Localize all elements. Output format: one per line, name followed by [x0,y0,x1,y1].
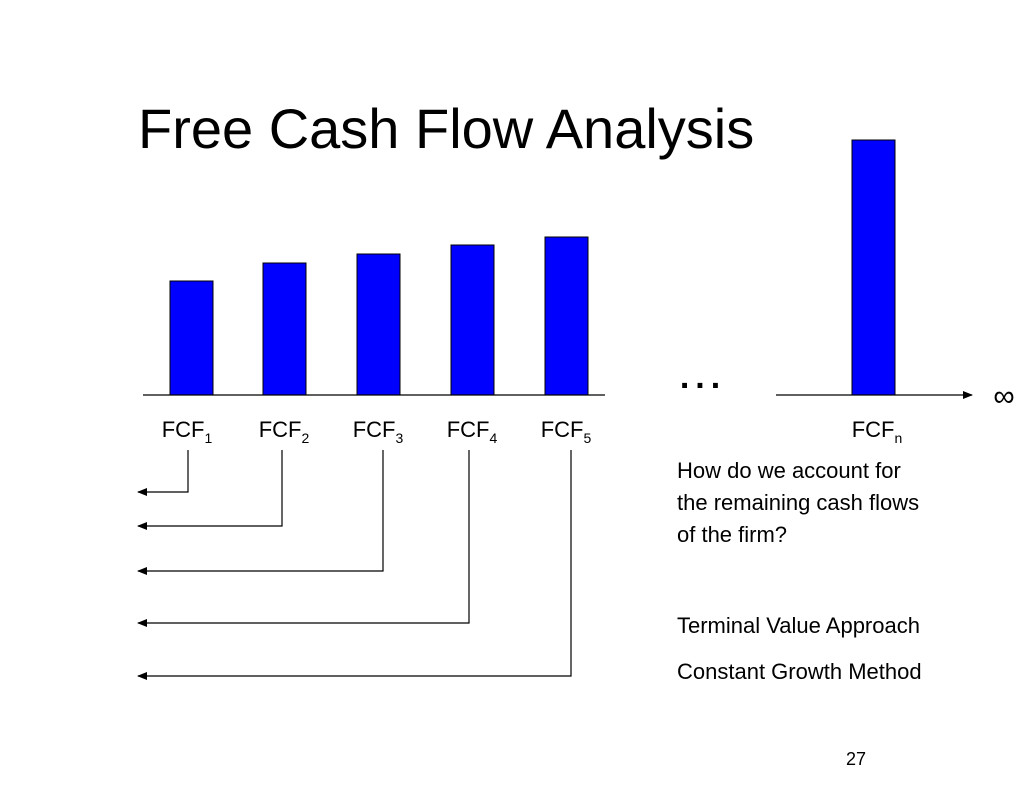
arrow [137,450,283,530]
label-subscript: 1 [204,430,212,446]
arrow [137,450,189,496]
question-line: of the firm? [677,522,787,547]
question-line: the remaining cash flows [677,490,919,515]
infinity: ∞ [993,380,1014,413]
question: How do we account for the remaining cash… [677,458,919,547]
approach: Terminal Value Approach [677,613,920,638]
question-line: How do we account for [677,458,901,483]
arrow [137,450,572,680]
fcf-label: FCFn [852,417,903,446]
label-subscript: 3 [395,430,403,446]
label-base: FCF [353,417,396,442]
bar [544,236,589,396]
bar [450,244,495,396]
bar [356,253,401,396]
label-subscript: 4 [489,430,497,446]
label-subscript: 5 [583,430,591,446]
fcf-label: FCF2 [259,417,310,446]
label-subscript: n [894,430,902,446]
bar [262,262,307,396]
label-base: FCF [541,417,584,442]
ellipsis: ... [680,358,726,396]
label-base: FCF [259,417,302,442]
fcf-label: FCF5 [541,417,592,446]
bar [169,280,214,396]
approach: Constant Growth Method [677,659,922,684]
label-base: FCF [447,417,490,442]
fcf-label: FCF1 [162,417,213,446]
fcf-label: FCF4 [447,417,498,446]
bar [851,139,896,396]
fcf-label: FCF3 [353,417,404,446]
page-number: 27 [846,749,866,769]
arrow [137,450,470,627]
fcf-labels: FCF1 FCF2 FCF3 FCF4 FCF5 FCFn [162,417,903,446]
label-base: FCF [852,417,895,442]
label-subscript: 2 [301,430,309,446]
arrow [137,450,384,575]
title: Free Cash Flow Analysis [138,97,754,160]
label-base: FCF [162,417,205,442]
